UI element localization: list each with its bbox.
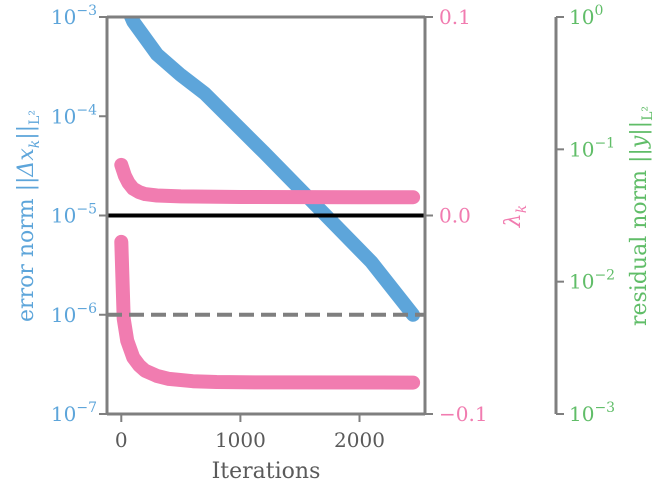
x-axis-label: Iterations [212,459,321,484]
ticks-layer: 0 1000 2000 10−7 10−6 10−5 10−4 10−3 −0.1 0.0 0.1 1… [51,3,615,452]
residual-tick-label: 10−3 [569,400,615,426]
residual-tick-label: 10−1 [569,135,615,161]
residual-axis-label: residual norm ||y||L² [627,106,656,326]
error-tick-label: 10−5 [51,202,97,228]
residual-tick-label: 100 [569,3,603,29]
series-lambda-1-line [114,157,421,205]
error-tick-label: 10−4 [51,102,97,128]
error-tick-label: 10−7 [51,400,97,426]
x-tick-label: 2000 [334,428,385,452]
lambda-tick-label: 0.1 [439,5,471,29]
lambda-axis-label: λk [501,205,530,228]
x-tick-label: 1000 [215,428,266,452]
reference-lines-layer [107,213,425,317]
series-error-0-line [123,17,421,322]
error-tick-label: 10−6 [51,301,97,327]
lambda-tick-label: 0.0 [439,204,471,228]
x-tick-label: 0 [115,428,128,452]
error-tick-label: 10−3 [51,3,97,29]
series-layer [114,17,421,390]
residual-tick-label: 10−2 [569,268,615,294]
lambda-tick-label: −0.1 [439,402,488,426]
series-lambda-2-line [114,234,421,390]
error-axis-label: error norm ||Δxk||L² [14,110,43,322]
